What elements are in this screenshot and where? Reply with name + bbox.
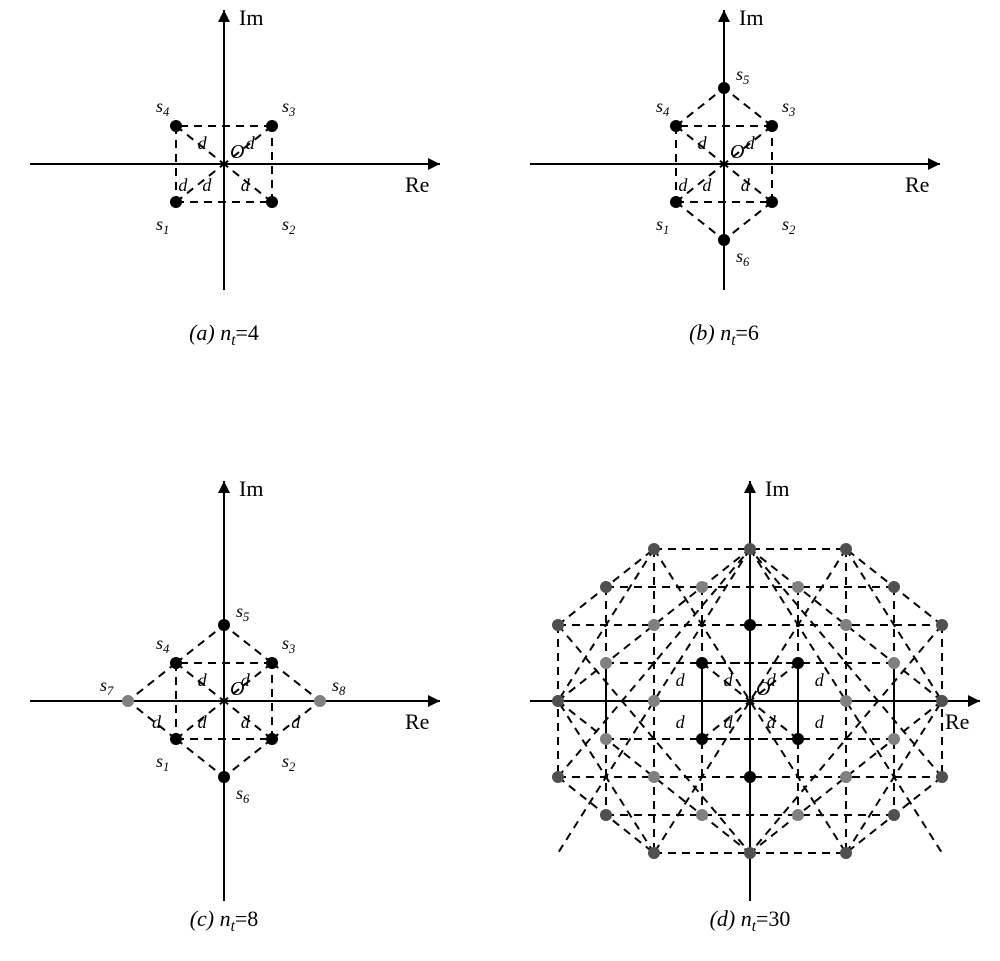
svg-text:s4: s4 [156,633,170,656]
svg-text:s1: s1 [656,214,669,237]
svg-text:s7: s7 [100,675,114,698]
svg-text:O: O [730,141,744,163]
svg-text:d: d [241,670,251,690]
svg-text:s4: s4 [656,96,670,119]
svg-text:Re: Re [945,709,969,734]
svg-text:(c) nt=8: (c) nt=8 [190,906,259,935]
svg-text:Re: Re [405,709,429,734]
svg-text:d: d [724,670,734,690]
svg-text:Re: Re [405,172,429,197]
svg-text:d: d [702,175,712,195]
svg-text:d: d [241,175,251,195]
svg-text:s8: s8 [332,675,346,698]
svg-text:s4: s4 [156,96,170,119]
svg-text:s3: s3 [782,96,795,119]
svg-text:Re: Re [905,172,929,197]
svg-text:s1: s1 [156,751,169,774]
svg-text:(d) nt=30: (d) nt=30 [710,906,791,935]
svg-text:(a) nt=4: (a) nt=4 [189,320,259,349]
svg-text:s3: s3 [282,633,295,656]
svg-text:d: d [246,133,256,153]
svg-text:d: d [678,175,688,195]
svg-text:d: d [767,670,777,690]
svg-text:d: d [198,712,208,732]
panel-c: ImReOs1s2s3s4s5s6s7s8dddddd(c) nt=8 [0,471,500,942]
svg-text:s2: s2 [782,214,796,237]
svg-text:s6: s6 [736,246,750,269]
svg-text:d: d [198,133,208,153]
svg-text:(b) nt=6: (b) nt=6 [689,320,759,349]
svg-text:d: d [291,712,301,732]
panel-b: ImReOs1s2s3s4s5s6ddddd(b) nt=6 [500,0,1000,471]
svg-text:s5: s5 [236,601,249,624]
svg-text:d: d [724,712,734,732]
svg-text:s2: s2 [282,214,296,237]
svg-text:d: d [746,133,756,153]
panel-a: ImReOs1s2s3s4ddddd(a) nt=4 [0,0,500,471]
svg-text:Im: Im [239,476,263,501]
svg-text:d: d [198,670,208,690]
svg-text:d: d [178,175,188,195]
diagram-grid: ImReOs1s2s3s4ddddd(a) nt=4 ImReOs1s2s3s4… [0,0,1000,942]
svg-text:Im: Im [765,476,789,501]
svg-text:d: d [741,175,751,195]
svg-text:d: d [767,712,777,732]
svg-text:s5: s5 [736,64,749,87]
svg-text:s6: s6 [236,783,250,806]
svg-text:d: d [815,712,825,732]
svg-text:d: d [676,712,686,732]
svg-text:s1: s1 [156,214,169,237]
svg-text:Im: Im [739,5,763,30]
svg-text:d: d [676,670,686,690]
svg-text:d: d [202,175,212,195]
svg-text:O: O [230,141,244,163]
panel-d: ImReOdddddddd(d) nt=30 [500,471,1000,942]
svg-text:s2: s2 [282,751,296,774]
svg-text:d: d [815,670,825,690]
svg-text:d: d [152,712,162,732]
svg-text:d: d [241,712,251,732]
svg-text:d: d [698,133,708,153]
svg-text:s3: s3 [282,96,295,119]
svg-text:Im: Im [239,5,263,30]
